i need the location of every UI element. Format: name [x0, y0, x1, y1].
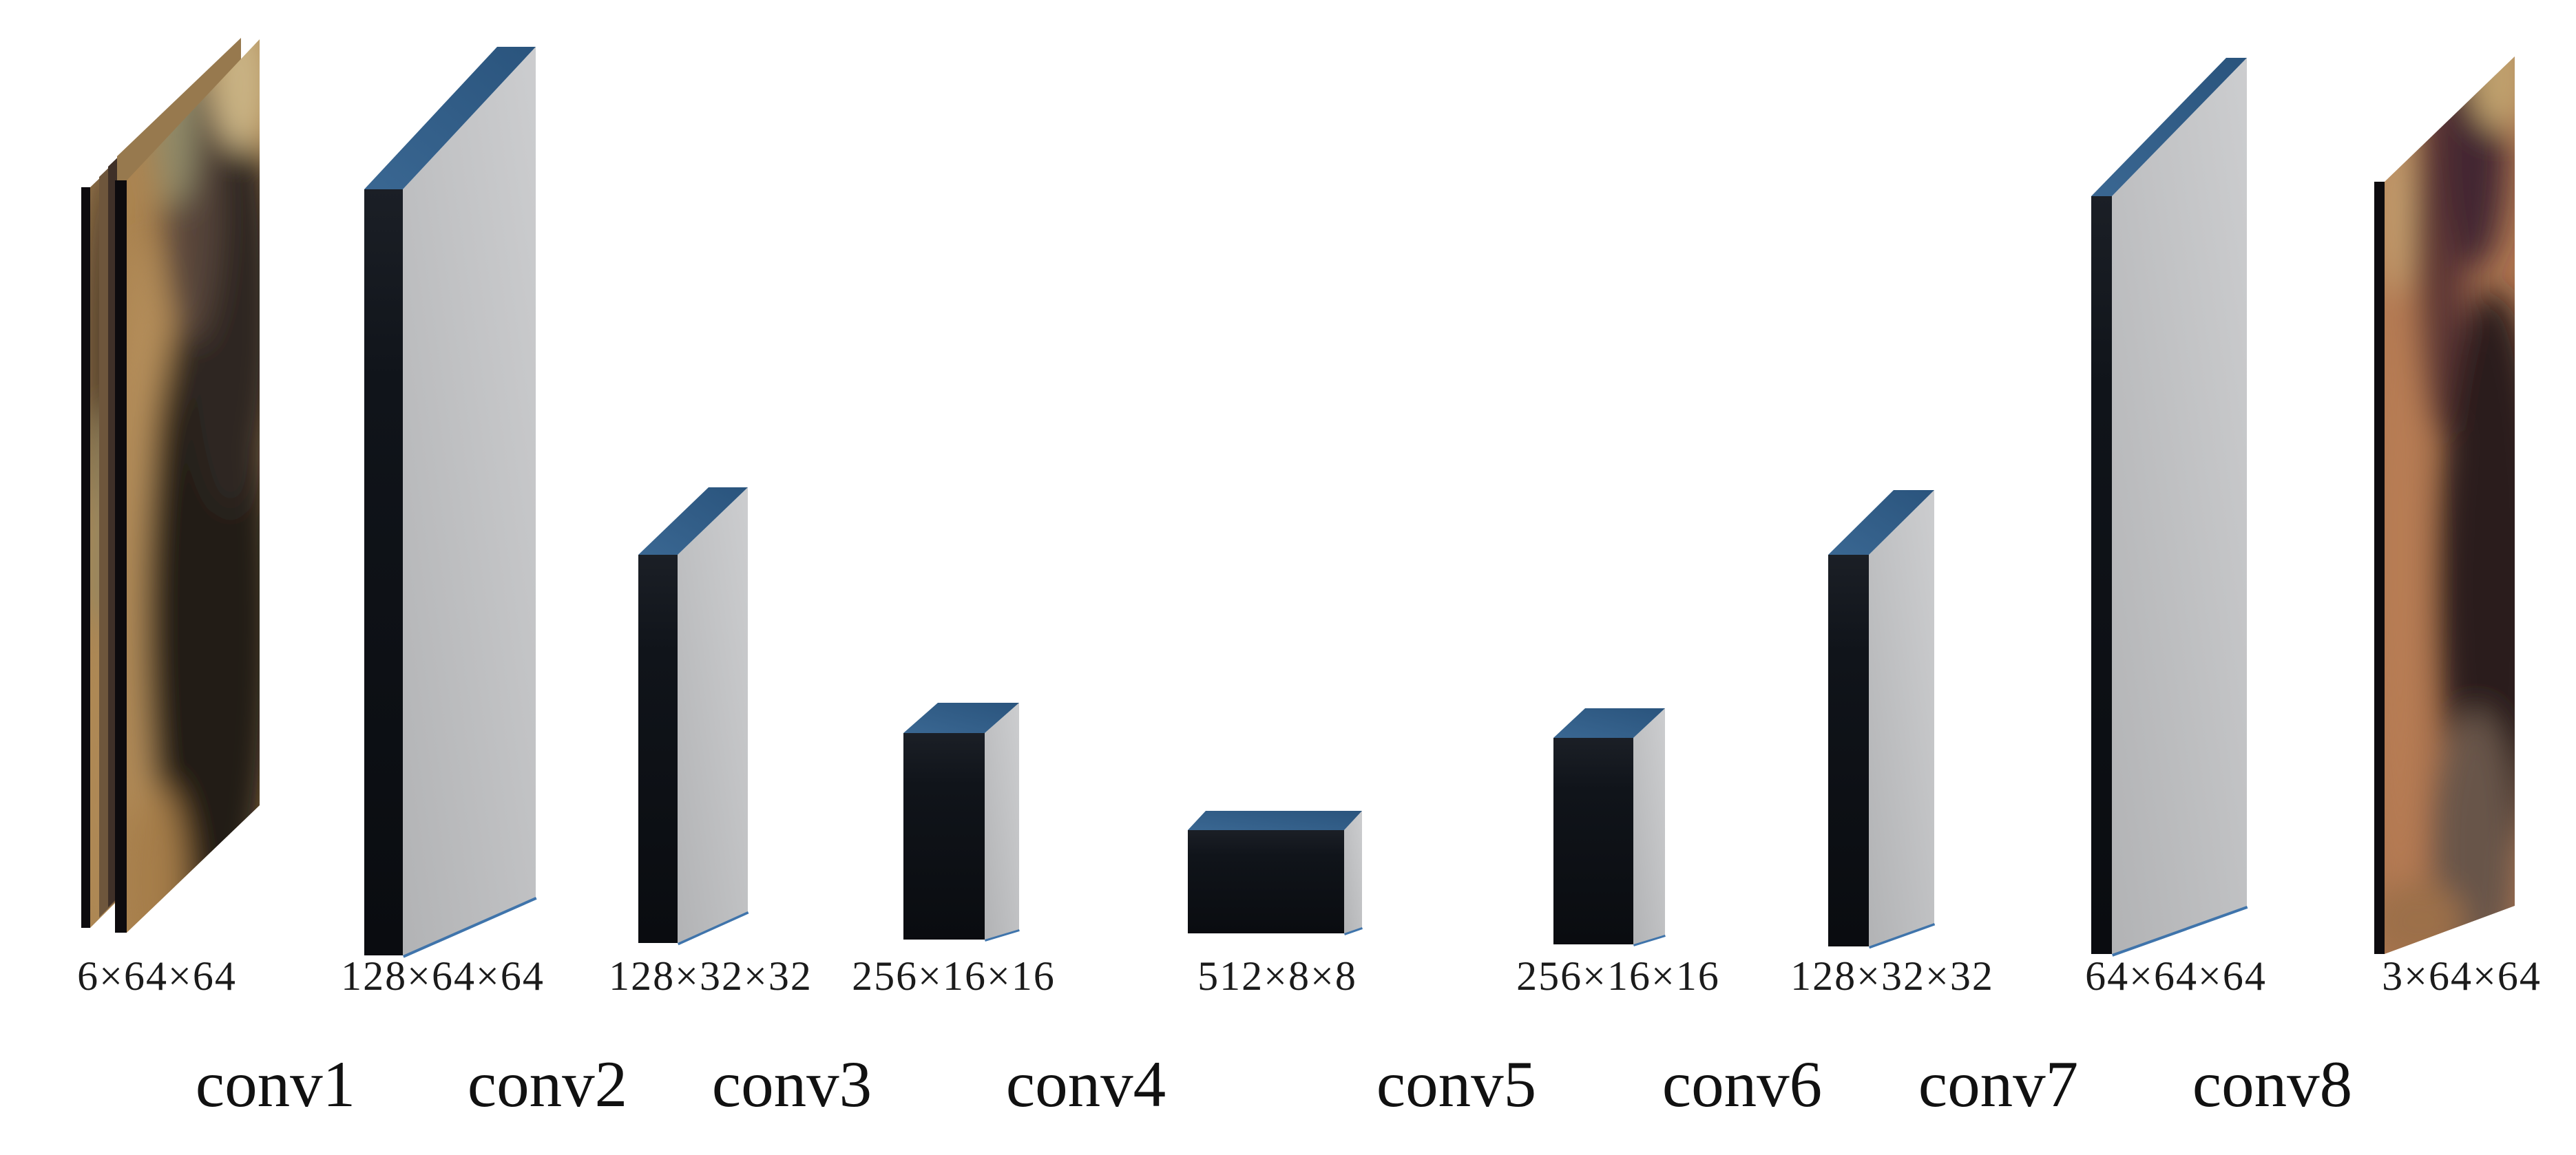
- conv8-label: conv8: [2192, 1048, 2352, 1121]
- conv-labels-row: conv1 conv2 conv3 conv4 conv5 conv6 conv…: [196, 1048, 2352, 1121]
- conv2-feature-block: [364, 47, 537, 958]
- input-slab-spine-right: [115, 180, 127, 933]
- conv3-side-face: [678, 487, 748, 943]
- input-image-stack: [81, 38, 260, 933]
- conv7-label: conv7: [1918, 1048, 2078, 1121]
- dim-label-input: 6×64×64: [77, 953, 237, 999]
- conv6-front-face: [1553, 738, 1633, 944]
- conv5-feature-block: [1188, 811, 1363, 935]
- conv8-feature-block: [2091, 58, 2248, 957]
- output-slab-spine: [2374, 182, 2385, 954]
- conv6-feature-block: [1553, 708, 1666, 946]
- conv4-side-face: [985, 703, 1019, 940]
- conv7-top-face: [1828, 490, 1934, 555]
- conv3-feature-block: [638, 487, 749, 946]
- output-image-slab: [2374, 56, 2515, 954]
- conv4-feature-block: [903, 703, 1020, 942]
- conv4-label: conv4: [1006, 1048, 1166, 1121]
- conv7-feature-block: [1828, 490, 1936, 949]
- dim-label-conv7-out: 128×32×32: [1790, 953, 1994, 999]
- dim-label-output: 3×64×64: [2382, 953, 2542, 999]
- conv2-top-face: [364, 47, 536, 189]
- conv5-side-face: [1344, 811, 1362, 933]
- input-slab-spine-left: [81, 187, 90, 928]
- dim-label-conv8-out: 64×64×64: [2085, 953, 2267, 999]
- conv2-label: conv2: [468, 1048, 627, 1121]
- conv8-top-face: [2091, 58, 2247, 196]
- conv3-top-face: [638, 487, 748, 555]
- output-photo-face: [2385, 56, 2515, 954]
- conv3-label: conv3: [712, 1048, 872, 1121]
- conv8-side-face: [2112, 58, 2247, 954]
- conv4-top-face: [903, 703, 1019, 733]
- dim-label-conv2-out: 128×64×64: [341, 953, 545, 999]
- conv3-front-face: [638, 555, 678, 943]
- conv4-front-face: [903, 733, 985, 940]
- conv6-label: conv6: [1662, 1048, 1822, 1121]
- conv2-side-face: [403, 47, 536, 955]
- conv8-front-face: [2091, 196, 2112, 954]
- dimension-labels-row: 6×64×64 128×64×64 128×32×32 256×16×16 51…: [77, 953, 2542, 999]
- dim-label-conv3-out: 128×32×32: [609, 953, 813, 999]
- dim-label-conv6-out: 256×16×16: [1516, 953, 1720, 999]
- conv5-top-face: [1188, 811, 1362, 830]
- conv1-label: conv1: [196, 1048, 355, 1121]
- conv2-front-face: [364, 189, 403, 955]
- dim-label-conv5-out: 512×8×8: [1197, 953, 1357, 999]
- conv6-top-face: [1553, 708, 1665, 738]
- conv5-label: conv5: [1376, 1048, 1536, 1121]
- output-photo-blobs: [2385, 56, 2515, 954]
- dim-label-conv4-out: 256×16×16: [852, 953, 1056, 999]
- conv6-side-face: [1633, 708, 1665, 944]
- conv7-side-face: [1869, 490, 1934, 946]
- conv5-front-face: [1188, 830, 1344, 933]
- conv7-front-face: [1828, 555, 1869, 946]
